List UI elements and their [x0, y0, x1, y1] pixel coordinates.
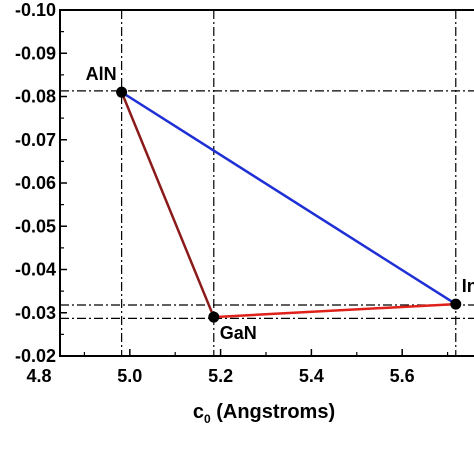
y-tick-label: -0.06	[15, 173, 56, 193]
point-label-gan: GaN	[220, 323, 257, 343]
y-tick-label: -0.04	[15, 260, 56, 280]
point-aln	[116, 86, 128, 98]
segment-gan-inn	[212, 302, 458, 319]
y-axis: -0.02 -0.03 -0.04 -0.05 -0.06 -0.07 -0.08 -0.09…	[15, 0, 67, 366]
y-tick-label: -0.08	[15, 87, 56, 107]
y-tick-label: -0.05	[15, 216, 56, 236]
x-axis: 4.85.05.25.45.65	[26, 349, 449, 386]
x-tick-label: 4.8	[26, 366, 51, 386]
y-tick-label: -0.02	[15, 346, 56, 366]
y-tick-label: -0.09	[15, 43, 56, 63]
segment-aln-gan	[120, 90, 216, 319]
x-tick-label: 5.2	[208, 366, 233, 386]
data-points: AlN GaN InI	[86, 64, 474, 343]
x-tick-label: 5.6	[390, 366, 415, 386]
point-gan	[208, 311, 220, 323]
y-tick-label: -0.07	[15, 130, 56, 150]
x-axis-label-rest: (Angstroms)	[211, 401, 335, 423]
x-axis-label-base: c	[193, 401, 204, 423]
x-tick-label: 5.0	[117, 366, 142, 386]
triangle-segments	[120, 90, 458, 319]
x-tick-label: 5.4	[299, 366, 324, 386]
segment-aln-inn	[120, 90, 458, 306]
y-tick-label: -0.03	[15, 303, 56, 323]
x-axis-label-subscript: 0	[204, 412, 211, 426]
reference-lines	[60, 10, 474, 356]
point-inn	[450, 298, 462, 310]
point-label-inn: InI	[462, 276, 474, 296]
point-label-aln: AlN	[86, 64, 117, 84]
y-tick-label: -0.10	[15, 0, 56, 20]
x-axis-label: c0 (Angstroms)	[193, 401, 335, 426]
